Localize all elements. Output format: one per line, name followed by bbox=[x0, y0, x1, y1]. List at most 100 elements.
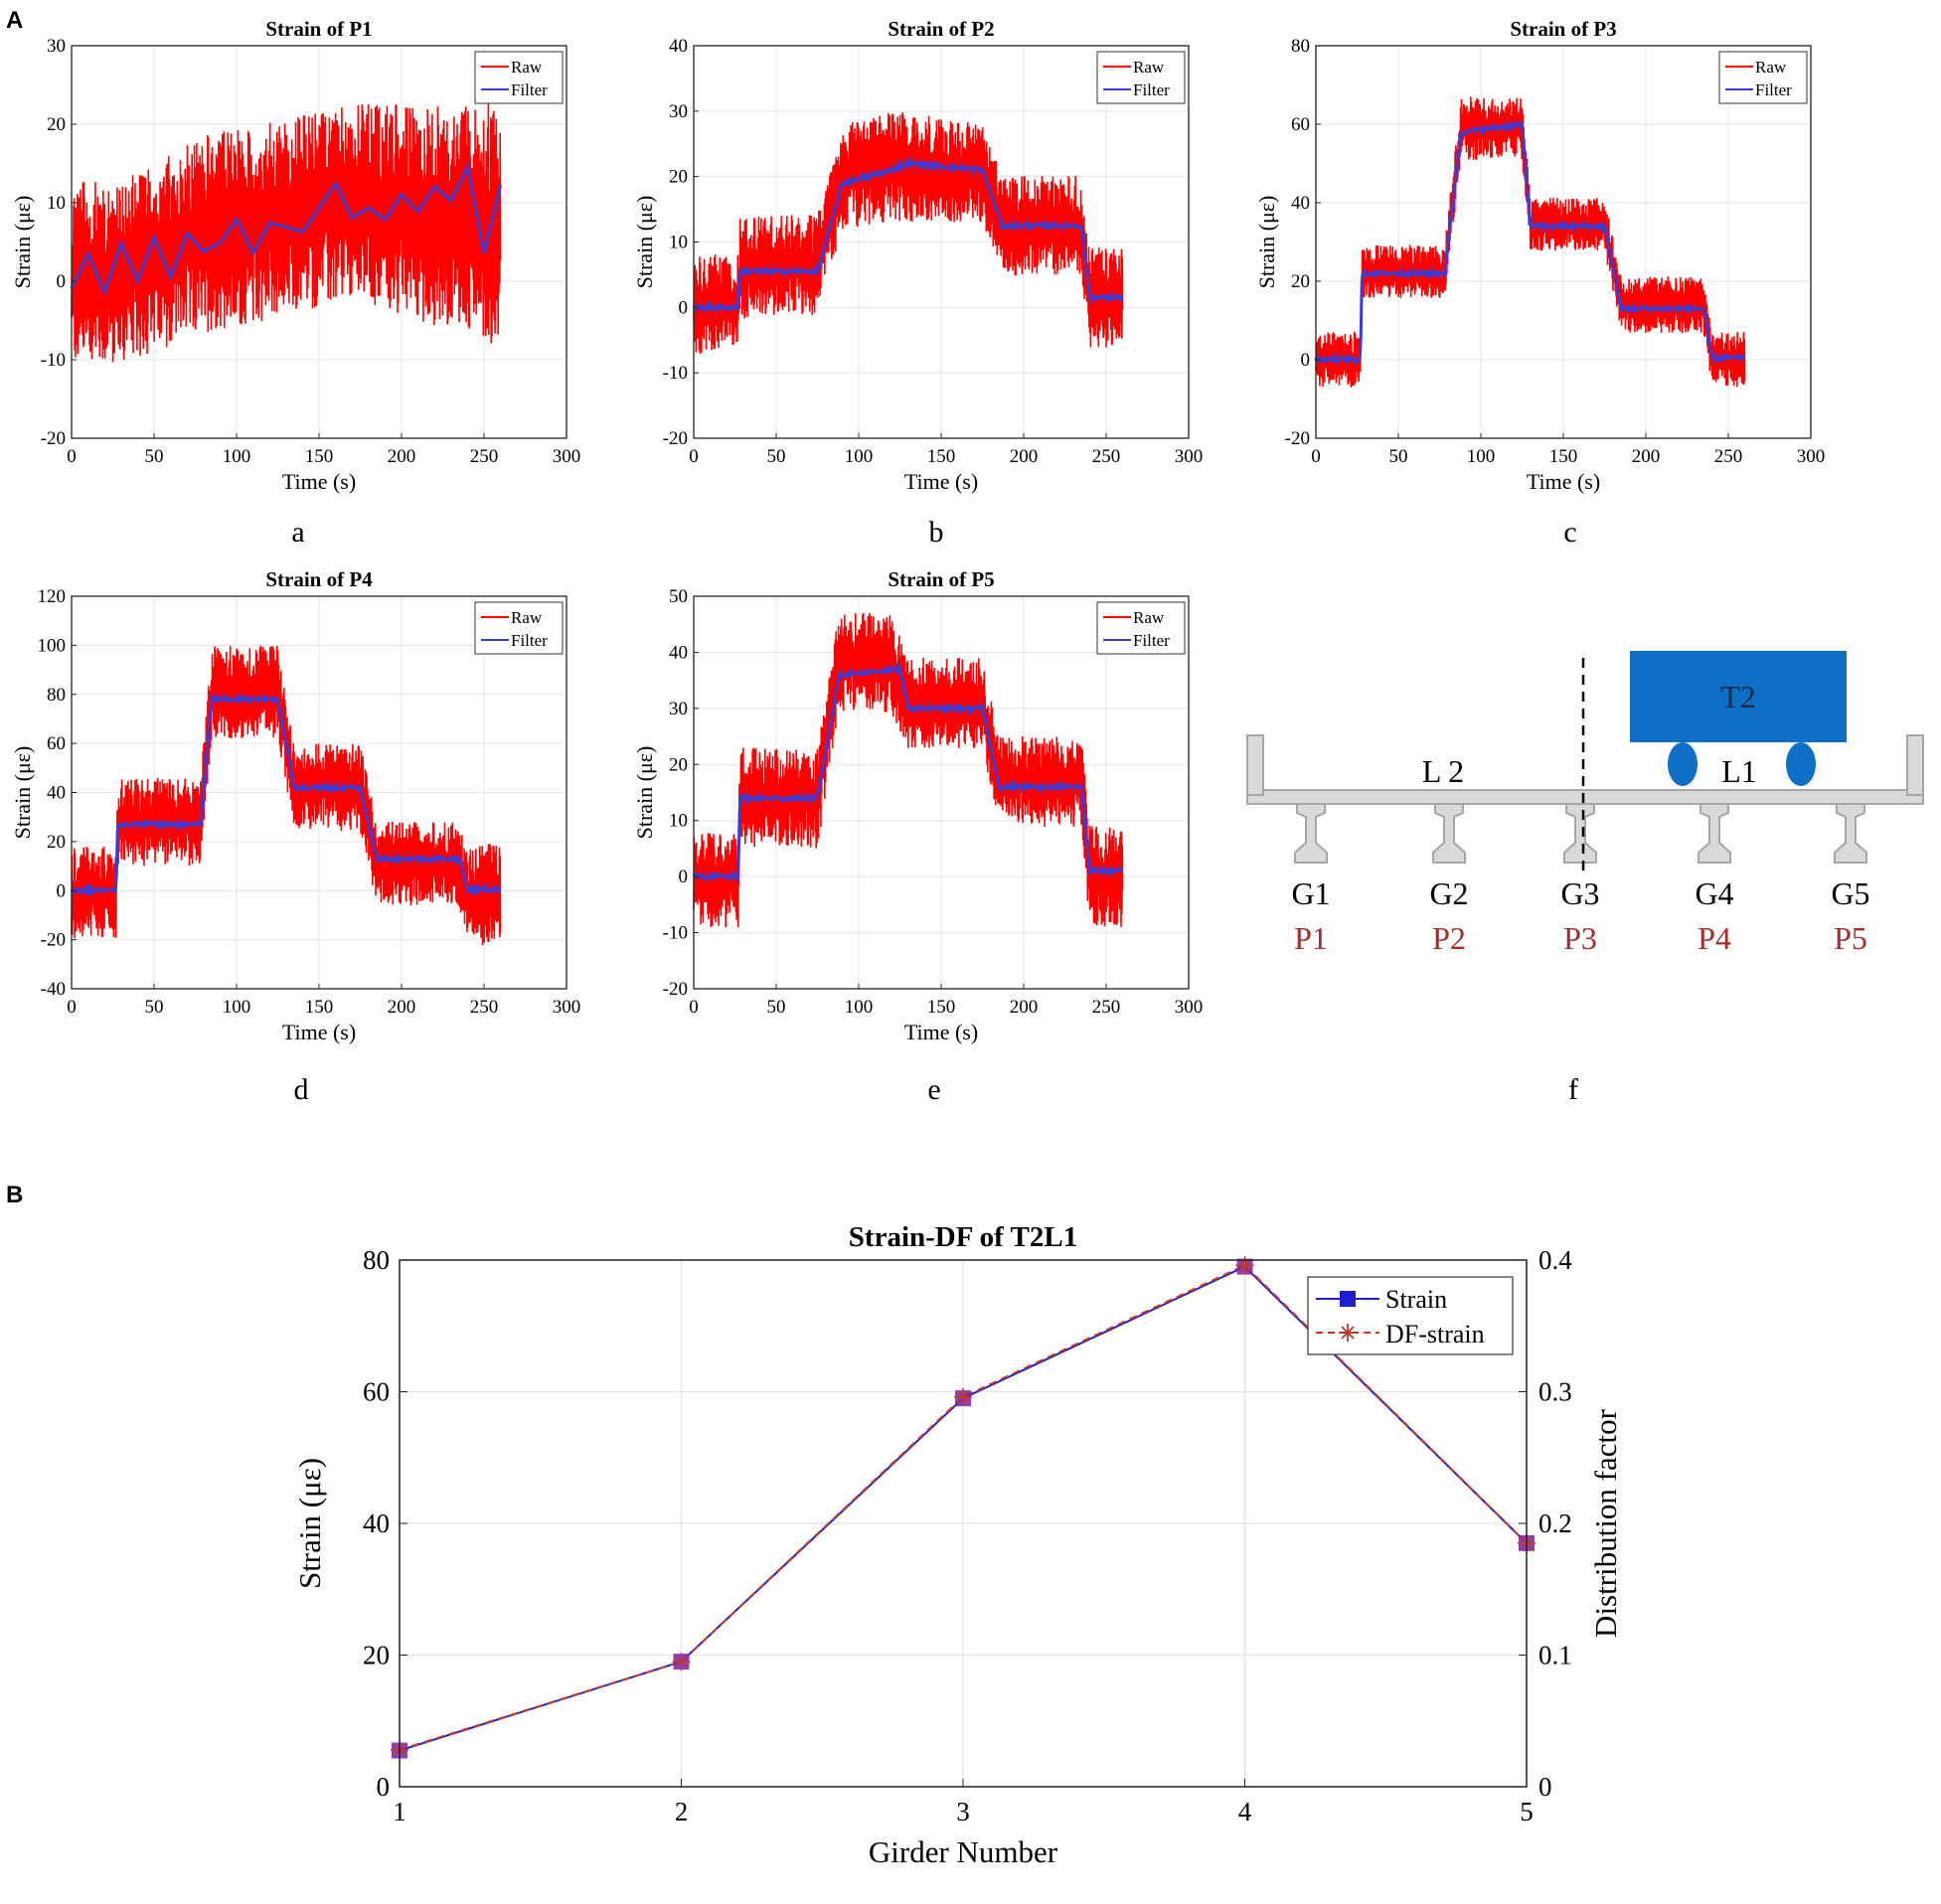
x-tick-label: 300 bbox=[553, 446, 581, 467]
y-tick-label: -20 bbox=[663, 428, 688, 449]
panel-label-A: A bbox=[6, 7, 23, 34]
sublabel-e: e bbox=[927, 1073, 940, 1106]
y-tick-label: 10 bbox=[47, 193, 66, 214]
y-tick-label: 60 bbox=[47, 733, 66, 754]
legend-df-label: DF-strain bbox=[1385, 1320, 1485, 1349]
filter-signal-line bbox=[70, 162, 503, 297]
y-axis-label: Strain (με) bbox=[1254, 196, 1279, 289]
legend-raw-label: Raw bbox=[511, 58, 543, 77]
y-tick-label: 100 bbox=[38, 635, 67, 656]
legend-box bbox=[474, 51, 564, 104]
y-tick-label: 40 bbox=[1291, 193, 1310, 214]
y-right-tick-label: 0.2 bbox=[1538, 1508, 1572, 1538]
chart-strain-P4: 0 50 100 150 200 250 300 -40 -20 0 20 40 60 80 100 120 S… bbox=[10, 567, 580, 1044]
legend-filter-label: Filter bbox=[1755, 80, 1792, 99]
legend-box bbox=[1096, 601, 1186, 655]
y-tick-label: 60 bbox=[1291, 114, 1310, 135]
x-tick-label: 100 bbox=[1467, 446, 1496, 467]
x-tick-label: 50 bbox=[767, 446, 786, 467]
y-right-tick-label: 0.1 bbox=[1538, 1641, 1572, 1670]
sublabel-d: d bbox=[294, 1073, 309, 1106]
chart-title: Strain of P5 bbox=[888, 567, 994, 591]
x-tick-label: 100 bbox=[845, 446, 874, 467]
y-tick-label: -10 bbox=[663, 363, 688, 384]
x-tick-label: 50 bbox=[145, 446, 164, 467]
x-tick-label: 150 bbox=[305, 997, 334, 1018]
y-tick-label: 80 bbox=[363, 1245, 390, 1275]
raw-signal-line bbox=[71, 100, 502, 363]
y-tick-label: 20 bbox=[47, 832, 66, 853]
filter-signal-line bbox=[70, 692, 502, 898]
y-tick-label: 120 bbox=[38, 586, 67, 607]
x-tick-label: 100 bbox=[223, 446, 251, 467]
x-tick-label: 150 bbox=[927, 997, 956, 1018]
y-tick-label: 20 bbox=[669, 754, 688, 775]
y-tick-label: 40 bbox=[47, 783, 66, 804]
y-tick-label: 30 bbox=[669, 101, 688, 122]
y-tick-label: 80 bbox=[47, 685, 66, 706]
x-tick-label: 250 bbox=[1092, 997, 1121, 1018]
girder-label: G2 bbox=[1429, 875, 1468, 911]
y-tick-label: 40 bbox=[363, 1508, 390, 1538]
x-tick-label: 200 bbox=[388, 446, 416, 467]
legend-filter-label: Filter bbox=[511, 80, 548, 99]
legend-box bbox=[474, 601, 564, 655]
y-tick-label: 10 bbox=[669, 811, 688, 832]
x-tick-label: 0 bbox=[67, 446, 77, 467]
y-tick-label: -20 bbox=[41, 930, 66, 951]
legend-raw-label: Raw bbox=[511, 608, 543, 627]
legend-filter-label: Filter bbox=[511, 631, 548, 650]
x-tick-label: 250 bbox=[1092, 446, 1121, 467]
x-tick-label: 300 bbox=[1175, 446, 1204, 467]
y-tick-label: 0 bbox=[1301, 350, 1311, 371]
point-label: P2 bbox=[1432, 920, 1466, 956]
x-tick-label: 250 bbox=[470, 446, 499, 467]
y-axis-label: Strain (με) bbox=[632, 196, 657, 289]
x-tick-label: 200 bbox=[1010, 446, 1039, 467]
x-axis-label: Girder Number bbox=[869, 1834, 1058, 1869]
point-label: P4 bbox=[1698, 920, 1731, 956]
y-tick-label: 80 bbox=[1291, 36, 1310, 57]
y-tick-label: 30 bbox=[47, 36, 66, 57]
df-strain-series-line bbox=[399, 1264, 1528, 1751]
legend-raw-label: Raw bbox=[1133, 58, 1165, 77]
chart-title: Strain of P1 bbox=[265, 17, 372, 41]
y-tick-label: 0 bbox=[377, 1772, 391, 1802]
df-strain-point bbox=[954, 1387, 972, 1406]
x-tick-label: 1 bbox=[393, 1797, 406, 1826]
x-tick-label: 200 bbox=[1632, 446, 1661, 467]
legend-box bbox=[1718, 51, 1808, 104]
x-tick-label: 250 bbox=[470, 997, 499, 1018]
point-label: P5 bbox=[1834, 920, 1867, 956]
y-tick-label: 20 bbox=[669, 167, 688, 188]
girder-shape bbox=[1834, 803, 1867, 864]
legend-df-marker bbox=[1339, 1324, 1357, 1342]
panel-label-B: B bbox=[6, 1182, 23, 1208]
legend-strain-label: Strain bbox=[1385, 1285, 1447, 1314]
x-tick-label: 50 bbox=[145, 997, 164, 1018]
girder-shape bbox=[1563, 803, 1597, 864]
x-tick-label: 3 bbox=[956, 1797, 970, 1826]
legend-box bbox=[1307, 1276, 1514, 1355]
sublabel-c: c bbox=[1563, 516, 1576, 549]
truck-wheel-left bbox=[1668, 742, 1698, 786]
girder-label: G4 bbox=[1695, 875, 1733, 911]
y-tick-label: 20 bbox=[1291, 271, 1310, 292]
girder-label: G3 bbox=[1560, 875, 1599, 911]
x-tick-label: 4 bbox=[1238, 1797, 1252, 1826]
y-tick-label: 30 bbox=[669, 699, 688, 719]
x-axis-label: Time (s) bbox=[282, 469, 356, 494]
legend-raw-label: Raw bbox=[1755, 58, 1787, 77]
x-tick-label: 150 bbox=[1549, 446, 1578, 467]
x-tick-label: 0 bbox=[689, 446, 699, 467]
girder-label: G5 bbox=[1831, 875, 1869, 911]
y-axis-label: Strain (με) bbox=[632, 746, 657, 840]
y-tick-label: -20 bbox=[663, 979, 688, 1000]
point-label: P3 bbox=[1563, 920, 1597, 956]
x-tick-label: 300 bbox=[1175, 997, 1204, 1018]
y-right-tick-label: 0 bbox=[1538, 1772, 1552, 1802]
legend-strain-marker bbox=[1340, 1291, 1356, 1307]
x-tick-label: 300 bbox=[1797, 446, 1826, 467]
x-tick-label: 200 bbox=[388, 997, 416, 1018]
